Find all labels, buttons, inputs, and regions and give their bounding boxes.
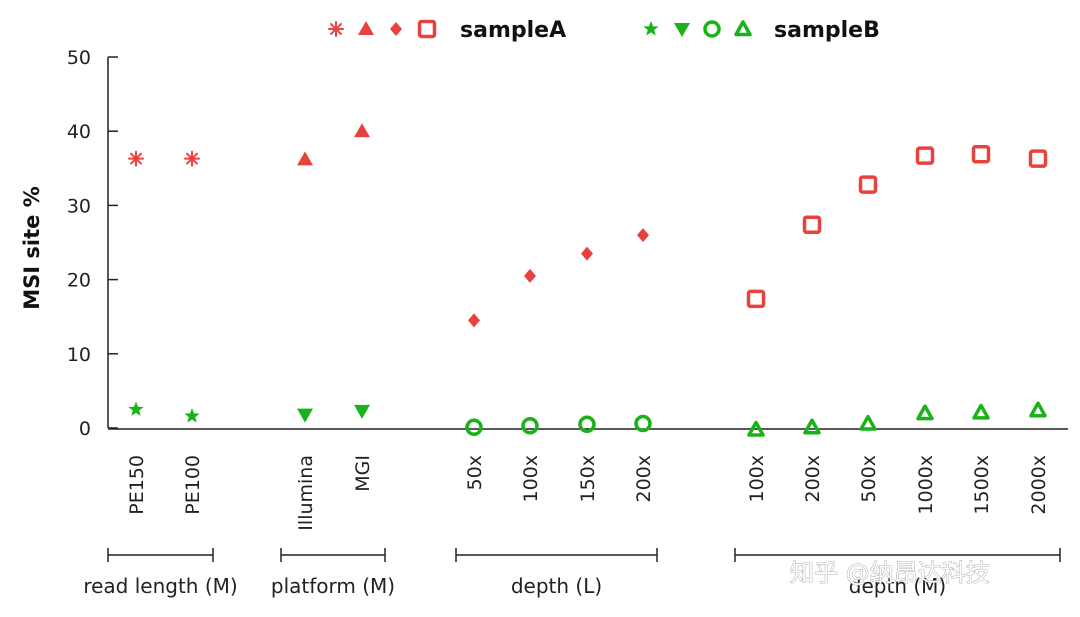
x-tick-label-50x: 50x <box>464 455 486 490</box>
point-sampleB-depth-L--200x <box>634 414 652 433</box>
x-tick-label-Illumina: Illumina <box>295 455 317 531</box>
y-tick-label-40: 40 <box>67 121 91 143</box>
legend-sampleA-marker-diamond <box>390 22 402 36</box>
group-brackets: read length (M) platform (M) depth (L) dept… <box>83 548 1061 598</box>
x-tick-label-PE100: PE100 <box>182 455 204 515</box>
y-tick-label-20: 20 <box>67 270 91 292</box>
point-sampleB-depth-M--500x <box>859 414 877 431</box>
point-sampleA-depth-M--1000x <box>915 146 935 165</box>
point-sampleA-depth-M--500x <box>858 175 878 194</box>
point-sampleA-platform-M--MGI <box>354 123 370 138</box>
legend-sampleB-marker-circle-open <box>703 20 721 38</box>
point-sampleB-depth-L--50x <box>465 418 483 437</box>
point-sampleA-read-length-M--PE150 <box>128 150 144 167</box>
legend-sampleB-marker-star <box>643 21 659 36</box>
point-sampleB-depth-M--100x <box>747 420 765 437</box>
point-sampleA-depth-M--100x <box>746 289 766 309</box>
x-tick-label-1000x: 1000x <box>915 455 937 515</box>
group-bracket-depth-M- <box>734 548 1061 562</box>
legend-sampleB-marker-triangle-down <box>674 23 690 37</box>
point-sampleA-depth-M--1500x <box>971 144 991 164</box>
x-tick-label-200x: 200x <box>802 455 824 503</box>
x-tick-label-500x: 500x <box>858 455 880 503</box>
point-sampleB-depth-M--1000x <box>916 404 934 421</box>
legend: sampleA sampleB <box>328 18 880 43</box>
legend-label-sampleA: sampleA <box>460 18 566 43</box>
group-bracket-read-length-M- <box>107 548 214 562</box>
group-bracket-depth-L- <box>455 548 658 562</box>
point-sampleA-depth-L--50x <box>468 313 480 328</box>
point-sampleB-depth-M--2000x <box>1029 401 1047 418</box>
y-tick-label-50: 50 <box>67 47 91 69</box>
x-tick-label-2000x: 2000x <box>1028 455 1050 515</box>
point-sampleB-platform-M--MGI <box>354 404 370 419</box>
y-axis: 0 10 20 30 40 50 MSI site % <box>20 47 118 440</box>
x-tick-label-150x: 150x <box>577 455 599 503</box>
point-sampleA-platform-M--Illumina <box>297 151 313 166</box>
x-axis: PE150 PE100 Illumina MGI 50x 100x 150x 200x 100x… <box>108 428 1068 531</box>
x-tick-label-100x: 100x <box>746 455 768 503</box>
group-label-read-length-M-: read length (M) <box>83 574 237 598</box>
legend-sampleB-marker-triangle-open <box>734 20 752 37</box>
group-label-depth-M-: depth (M) <box>849 574 946 598</box>
x-tick-label-MGI: MGI <box>352 455 374 492</box>
point-sampleA-depth-L--100x <box>524 268 536 283</box>
group-label-depth-L-: depth (L) <box>511 574 602 598</box>
point-sampleA-depth-L--200x <box>637 228 649 243</box>
point-sampleB-platform-M--Illumina <box>297 408 313 423</box>
y-tick-label-30: 30 <box>67 195 91 217</box>
y-axis-label: MSI site % <box>20 186 44 309</box>
x-tick-label-200x: 200x <box>633 455 655 503</box>
point-sampleA-read-length-M--PE100 <box>184 150 200 167</box>
point-sampleB-read-length-M--PE100 <box>184 408 200 423</box>
point-sampleA-depth-L--150x <box>581 246 593 261</box>
point-sampleB-depth-L--100x <box>521 417 539 435</box>
legend-sampleA-marker-asterisk <box>328 21 344 37</box>
y-tick-label-10: 10 <box>67 344 91 366</box>
legend-sampleA-marker-square-open <box>417 19 437 39</box>
data-marks <box>128 123 1048 437</box>
point-sampleB-read-length-M--PE150 <box>128 401 144 416</box>
legend-sampleA-marker-triangle-up <box>358 21 374 35</box>
watermark-text: 知乎 @纳昂达科技 <box>790 559 990 587</box>
point-sampleB-depth-M--1500x <box>972 403 990 420</box>
point-sampleB-depth-L--150x <box>578 415 596 434</box>
y-tick-label-0: 0 <box>79 418 91 440</box>
x-tick-label-100x: 100x <box>520 455 542 503</box>
legend-label-sampleB: sampleB <box>774 18 880 43</box>
group-bracket-platform-M- <box>280 548 386 562</box>
group-label-platform-M-: platform (M) <box>271 574 395 598</box>
point-sampleB-depth-M--200x <box>803 418 821 435</box>
x-tick-label-1500x: 1500x <box>971 455 993 515</box>
point-sampleA-depth-M--200x <box>802 215 822 234</box>
x-tick-label-PE150: PE150 <box>126 455 148 515</box>
point-sampleA-depth-M--2000x <box>1028 149 1048 168</box>
